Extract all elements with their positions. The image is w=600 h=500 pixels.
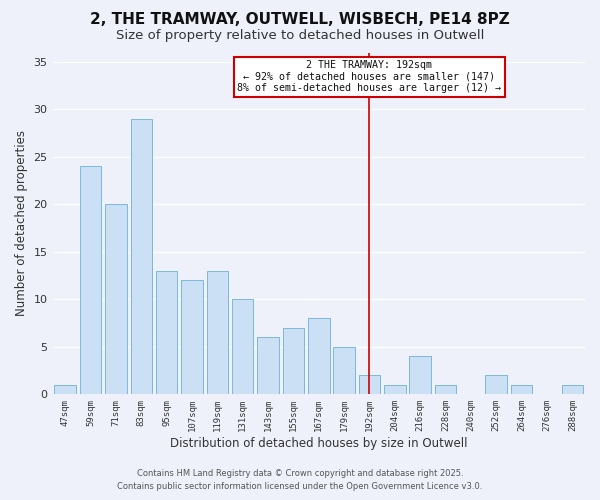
Bar [562, 385, 583, 394]
Y-axis label: Number of detached properties: Number of detached properties [15, 130, 28, 316]
Bar [206, 271, 228, 394]
X-axis label: Distribution of detached houses by size in Outwell: Distribution of detached houses by size … [170, 437, 467, 450]
Bar [409, 356, 431, 395]
Bar [384, 385, 406, 394]
Bar [131, 119, 152, 394]
Bar [105, 204, 127, 394]
Bar [485, 376, 507, 394]
Bar [359, 376, 380, 394]
Text: Contains HM Land Registry data © Crown copyright and database right 2025.
Contai: Contains HM Land Registry data © Crown c… [118, 470, 482, 491]
Bar [55, 385, 76, 394]
Bar [232, 300, 253, 394]
Text: 2, THE TRAMWAY, OUTWELL, WISBECH, PE14 8PZ: 2, THE TRAMWAY, OUTWELL, WISBECH, PE14 8… [90, 12, 510, 28]
Bar [435, 385, 457, 394]
Bar [308, 318, 329, 394]
Text: Size of property relative to detached houses in Outwell: Size of property relative to detached ho… [116, 29, 484, 42]
Bar [80, 166, 101, 394]
Text: 2 THE TRAMWAY: 192sqm
← 92% of detached houses are smaller (147)
8% of semi-deta: 2 THE TRAMWAY: 192sqm ← 92% of detached … [238, 60, 502, 94]
Bar [181, 280, 203, 394]
Bar [156, 271, 178, 394]
Bar [334, 347, 355, 395]
Bar [511, 385, 532, 394]
Bar [257, 338, 279, 394]
Bar [283, 328, 304, 394]
